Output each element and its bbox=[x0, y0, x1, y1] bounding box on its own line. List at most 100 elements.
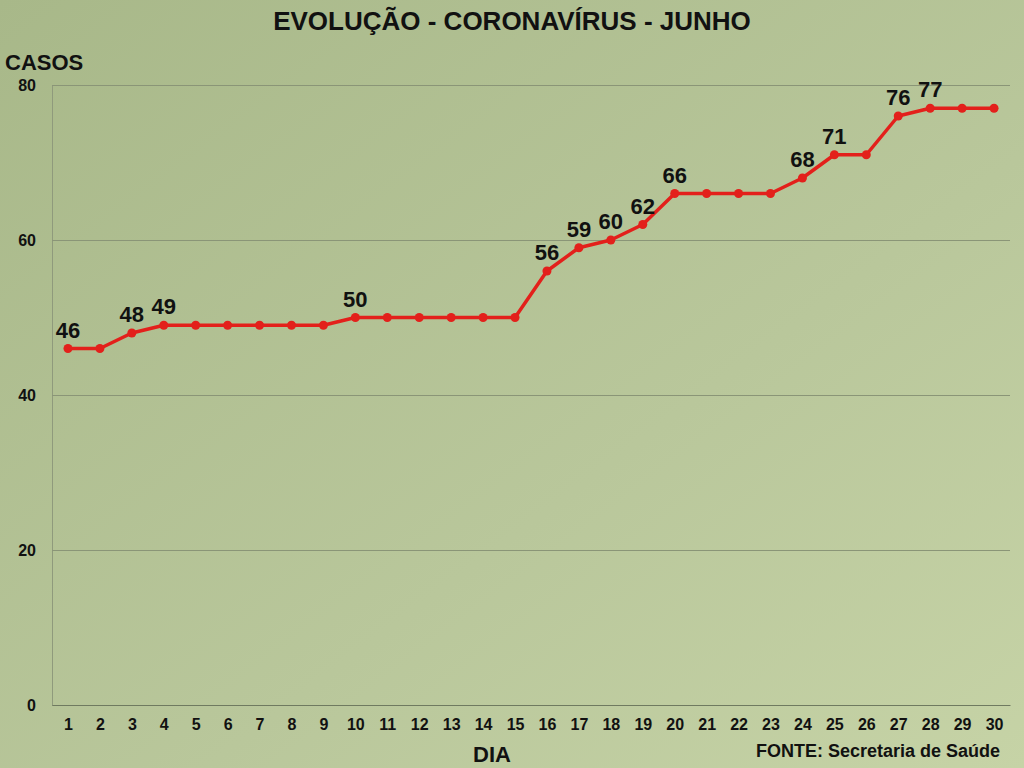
marker bbox=[670, 189, 679, 198]
y-axis: 0 20 40 60 80 bbox=[18, 77, 1010, 714]
x-axis-title: DIA bbox=[473, 742, 511, 767]
marker bbox=[734, 189, 743, 198]
grid-line bbox=[52, 550, 1010, 551]
x-tick: 21 bbox=[698, 705, 716, 733]
x-tick-label: 26 bbox=[858, 716, 876, 733]
grid-line bbox=[52, 85, 1010, 86]
marker bbox=[798, 174, 807, 183]
grid-line bbox=[52, 705, 1010, 706]
x-tick-label: 25 bbox=[826, 716, 844, 733]
marker bbox=[479, 313, 488, 322]
marker bbox=[127, 329, 136, 338]
y-tick-label: 20 bbox=[18, 542, 36, 559]
x-tick: 10 bbox=[347, 705, 365, 733]
marker bbox=[606, 236, 615, 245]
x-tick: 6 bbox=[224, 705, 233, 733]
grid-line bbox=[52, 395, 1010, 396]
marker bbox=[511, 313, 520, 322]
x-tick: 15 bbox=[507, 705, 525, 733]
data-label: 48 bbox=[120, 302, 144, 327]
y-tick: 80 bbox=[18, 77, 1010, 94]
marker bbox=[958, 104, 967, 113]
data-label: 56 bbox=[535, 240, 559, 265]
x-tick-label: 13 bbox=[443, 716, 461, 733]
marker bbox=[766, 189, 775, 198]
x-tick: 14 bbox=[475, 705, 493, 733]
x-tick-label: 10 bbox=[347, 716, 365, 733]
x-tick-label: 27 bbox=[890, 716, 908, 733]
marker bbox=[319, 321, 328, 330]
x-tick-label: 1 bbox=[64, 716, 73, 733]
x-tick: 13 bbox=[443, 705, 461, 733]
x-tick-label: 16 bbox=[539, 716, 557, 733]
x-tick-label: 11 bbox=[379, 716, 396, 733]
marker bbox=[95, 344, 104, 353]
x-tick: 30 bbox=[986, 705, 1004, 733]
x-tick-label: 7 bbox=[256, 716, 265, 733]
data-label: 71 bbox=[822, 124, 846, 149]
x-tick-label: 20 bbox=[666, 716, 684, 733]
x-tick: 27 bbox=[890, 705, 908, 733]
x-tick: 17 bbox=[571, 705, 589, 733]
x-tick: 12 bbox=[411, 705, 429, 733]
data-label: 46 bbox=[56, 318, 80, 343]
data-label: 76 bbox=[886, 85, 910, 110]
x-tick: 25 bbox=[826, 705, 844, 733]
x-tick: 16 bbox=[539, 705, 557, 733]
x-tick-label: 19 bbox=[634, 716, 652, 733]
source: FONTE: Secretaria de Saúde bbox=[756, 741, 1000, 761]
marker bbox=[574, 243, 583, 252]
marker bbox=[287, 321, 296, 330]
x-tick-label: 22 bbox=[730, 716, 748, 733]
marker bbox=[351, 313, 360, 322]
data-label: 50 bbox=[343, 287, 367, 312]
x-tick: 19 bbox=[634, 705, 652, 733]
x-tick: 7 bbox=[256, 705, 265, 733]
y-tick-label: 80 bbox=[18, 77, 36, 94]
y-tick: 0 bbox=[27, 697, 1010, 714]
x-tick-label: 9 bbox=[319, 716, 328, 733]
background bbox=[0, 0, 1024, 768]
x-tick-label: 18 bbox=[602, 716, 620, 733]
x-tick: 28 bbox=[922, 705, 940, 733]
marker bbox=[638, 220, 647, 229]
x-tick-label: 14 bbox=[475, 716, 493, 733]
x-tick-label: 2 bbox=[96, 716, 105, 733]
x-tick-label: 17 bbox=[571, 716, 589, 733]
data-labels: 46484950565960626668717677 bbox=[56, 77, 943, 342]
data-label: 49 bbox=[152, 294, 176, 319]
x-tick: 29 bbox=[954, 705, 972, 733]
x-tick-label: 21 bbox=[698, 716, 716, 733]
marker bbox=[63, 344, 72, 353]
x-tick: 8 bbox=[288, 705, 297, 733]
data-label: 60 bbox=[599, 209, 623, 234]
y-tick: 40 bbox=[18, 387, 1010, 404]
marker bbox=[990, 104, 999, 113]
y-tick-label: 60 bbox=[18, 232, 36, 249]
y-tick-label: 0 bbox=[27, 697, 36, 714]
x-tick-label: 29 bbox=[954, 716, 972, 733]
x-tick: 5 bbox=[192, 705, 201, 733]
marker bbox=[830, 150, 839, 159]
data-label: 59 bbox=[567, 217, 591, 242]
x-tick-label: 24 bbox=[794, 716, 812, 733]
y-axis-title: CASOS bbox=[5, 50, 83, 75]
x-tick-label: 6 bbox=[224, 716, 233, 733]
marker bbox=[542, 267, 551, 276]
x-axis-line bbox=[53, 705, 1011, 706]
marker bbox=[383, 313, 392, 322]
x-tick: 4 bbox=[160, 705, 169, 733]
marker bbox=[862, 150, 871, 159]
y-tick: 20 bbox=[18, 542, 1010, 559]
marker bbox=[255, 321, 264, 330]
x-tick-label: 23 bbox=[762, 716, 780, 733]
marker bbox=[223, 321, 232, 330]
x-tick: 22 bbox=[730, 705, 748, 733]
x-tick: 20 bbox=[666, 705, 684, 733]
x-tick: 2 bbox=[96, 705, 105, 733]
x-tick: 23 bbox=[762, 705, 780, 733]
x-tick-label: 30 bbox=[986, 716, 1004, 733]
x-tick: 1 bbox=[64, 705, 73, 733]
marker bbox=[894, 112, 903, 121]
title: EVOLUÇÃO - CORONAVÍRUS - JUNHO bbox=[273, 6, 751, 36]
